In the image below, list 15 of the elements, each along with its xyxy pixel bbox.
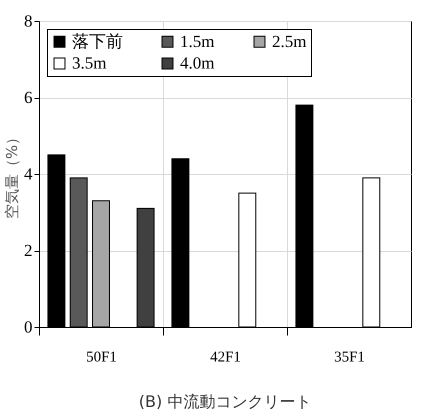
legend-label: 1.5m bbox=[180, 32, 214, 51]
x-tick-label: 42F1 bbox=[210, 350, 241, 366]
y-tick-label: 6 bbox=[24, 88, 32, 107]
y-tick-label: 0 bbox=[24, 318, 32, 336]
legend-label: 4.0m bbox=[180, 54, 214, 72]
y-tick-label: 8 bbox=[24, 12, 32, 30]
legend-label: 落下前 bbox=[72, 32, 123, 51]
y-tick-label: 2 bbox=[24, 241, 32, 260]
text: (B) 中流動コンクリート bbox=[138, 392, 312, 411]
x-tick-label: 50F1 bbox=[86, 350, 117, 366]
x-tick-label: 35F1 bbox=[334, 350, 365, 366]
legend-label: 3.5m bbox=[72, 54, 106, 72]
legend-label: 2.5m bbox=[272, 32, 306, 51]
y-axis-title: 空気量（%） bbox=[3, 130, 21, 220]
y-tick-label: 4 bbox=[24, 164, 33, 184]
